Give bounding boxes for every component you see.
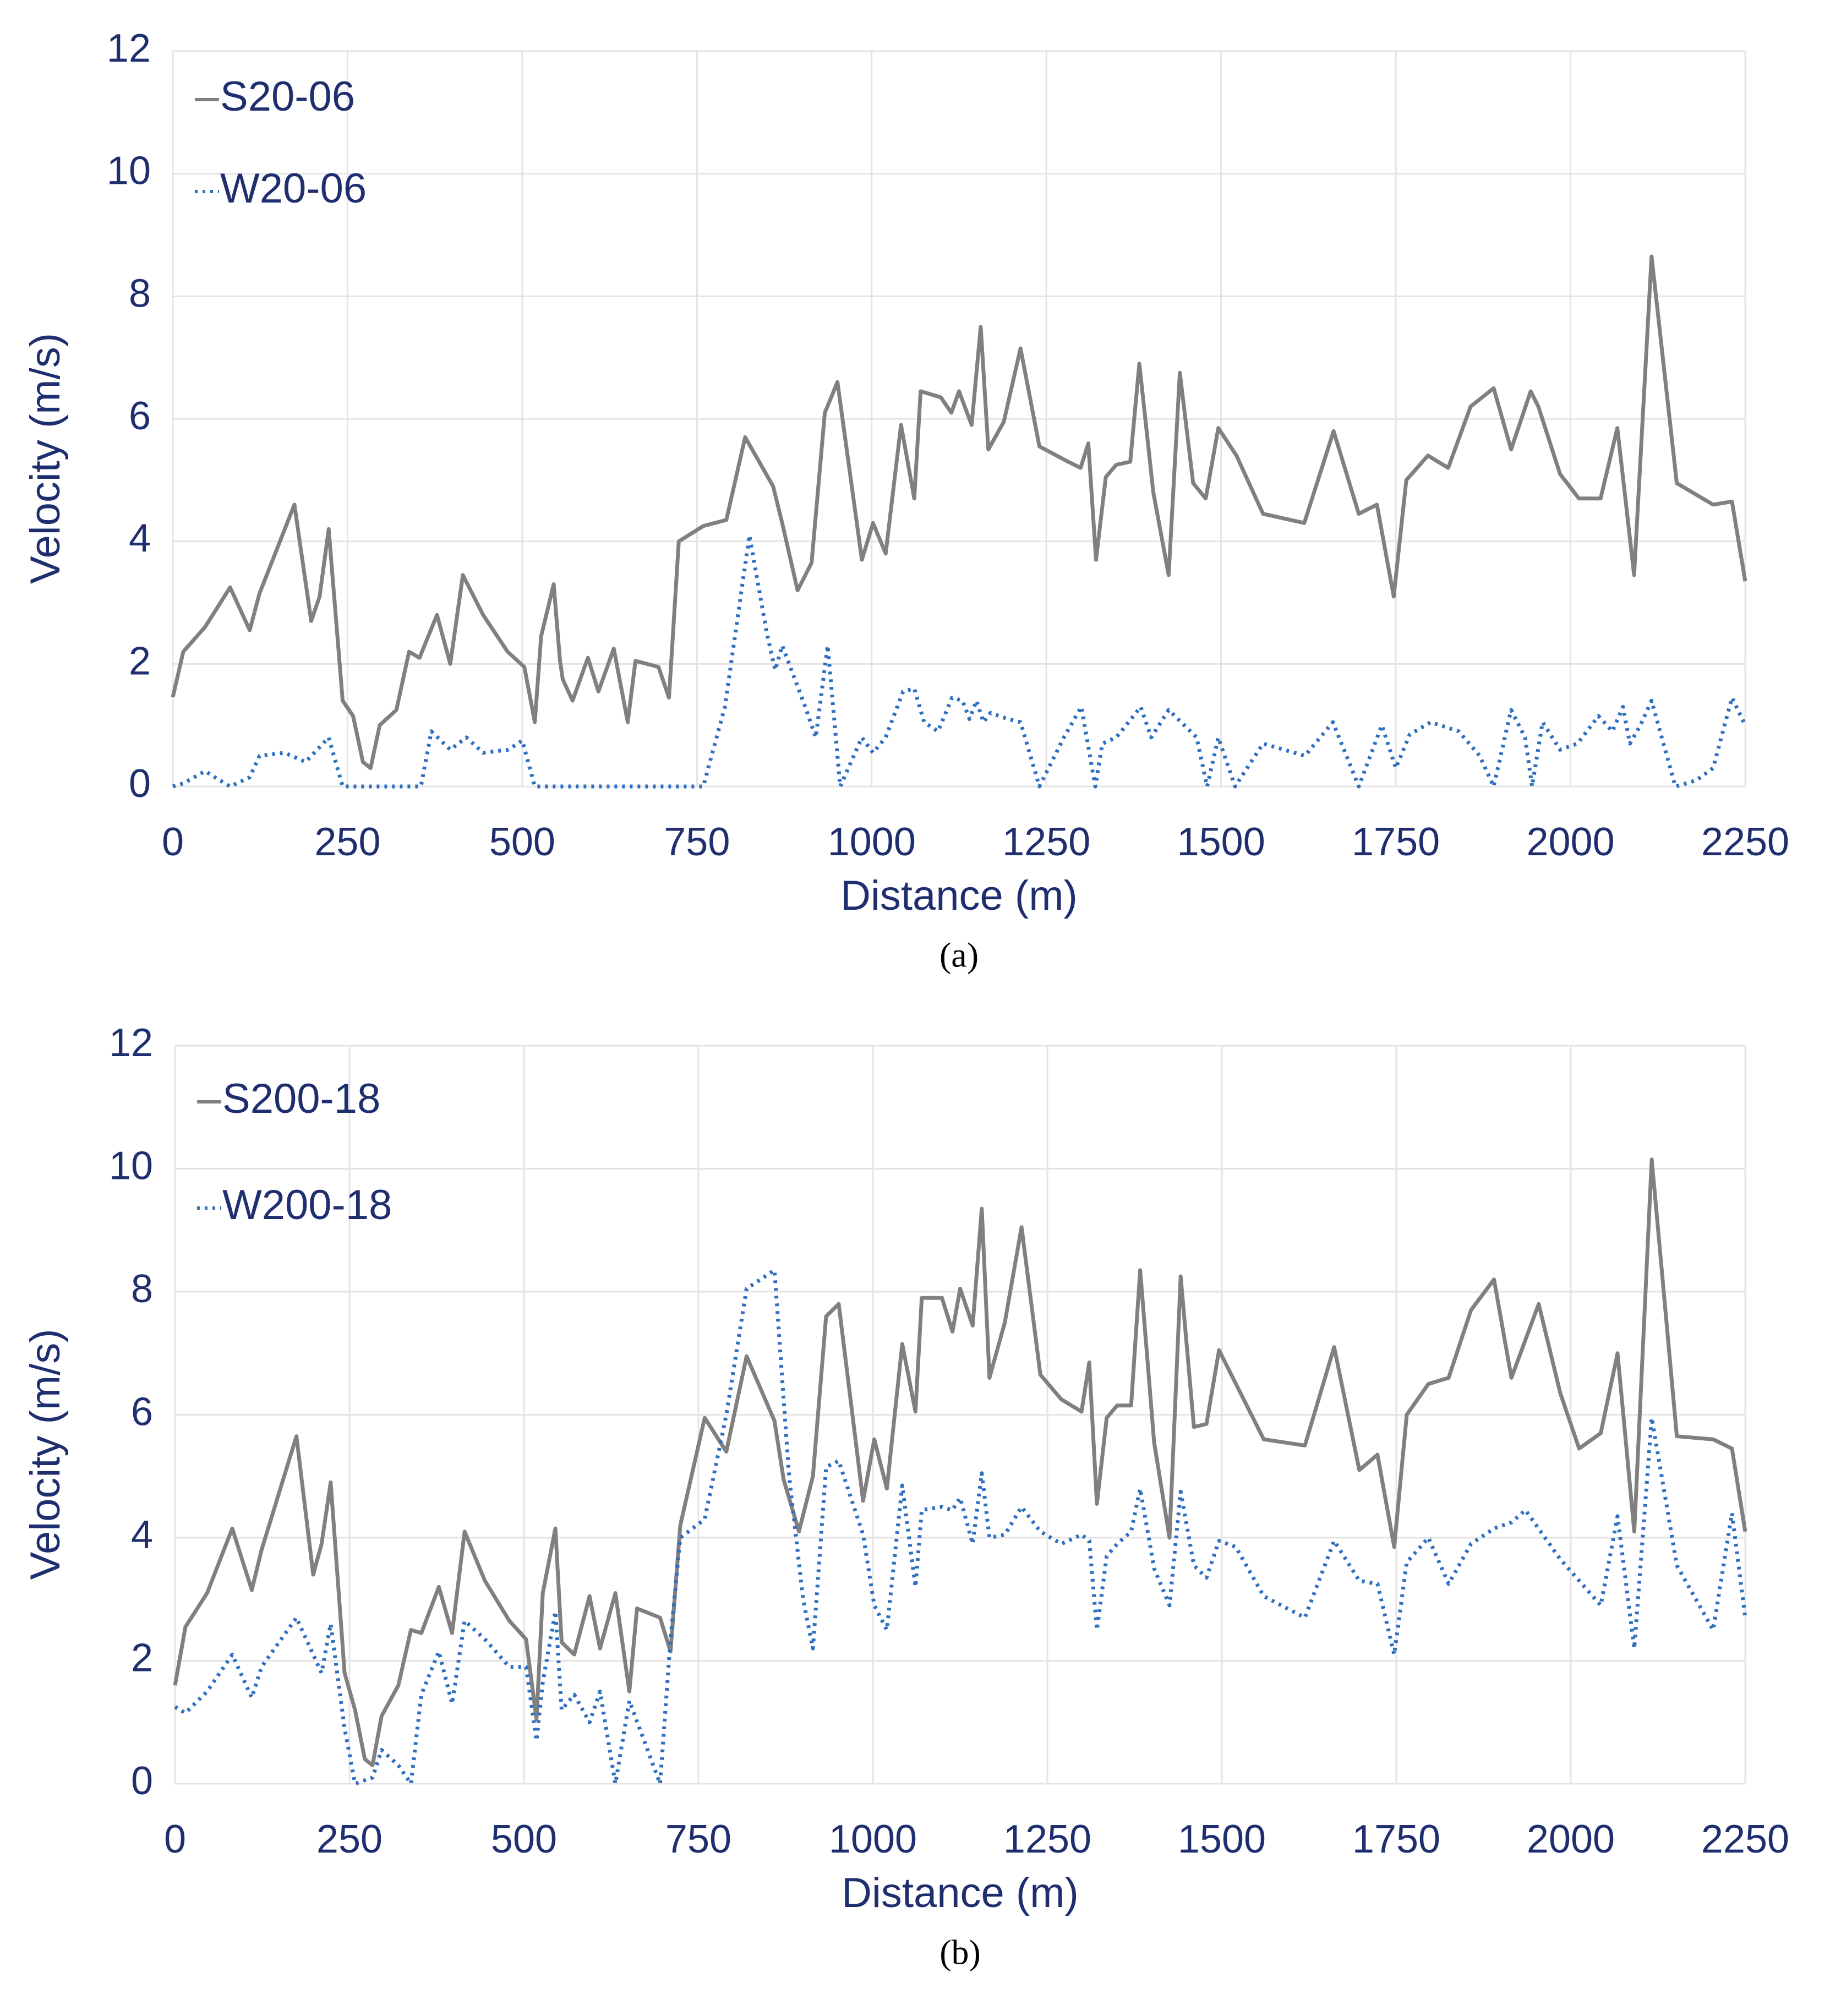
x-tick-label: 1000: [829, 1817, 917, 1861]
y-axis-label: Velocity (m/s): [22, 333, 69, 584]
y-tick-label: 12: [107, 26, 151, 70]
x-tick-label: 500: [491, 1817, 557, 1861]
chart: 0 2 4 6 8 10 12 0 250 500 750 1000 1250 1500 1750 2000 2…: [22, 26, 1789, 975]
y-tick-label: 10: [109, 1144, 153, 1188]
legend-label: W20-06: [220, 165, 367, 212]
x-tick-label: 1750: [1352, 1817, 1440, 1861]
x-tick-label: 1250: [1002, 820, 1090, 864]
x-tick-label: 1250: [1003, 1817, 1091, 1861]
x-tick-label: 1000: [828, 820, 916, 864]
y-tick-label: 10: [107, 149, 151, 193]
legend-label: S20-06: [220, 73, 355, 120]
legend-label: W200-18: [222, 1182, 392, 1228]
series-line: [174, 1268, 1747, 1786]
series-line: [173, 1157, 1747, 1767]
x-tick-label: 0: [162, 820, 184, 864]
x-axis-label: Distance (m): [842, 1870, 1079, 1916]
x-tick-label: 2250: [1701, 1817, 1789, 1861]
y-tick-label: 2: [131, 1636, 153, 1680]
series-line: [171, 254, 1747, 771]
y-tick-label: 6: [129, 394, 151, 438]
series-line: [172, 533, 1747, 789]
x-tick-label: 0: [164, 1817, 186, 1861]
caption: (b): [939, 1933, 981, 1972]
y-tick-label: 6: [131, 1390, 153, 1434]
chart: 0 2 4 6 8 10 12 0 250 500 750 1000 1250 1500 1750 2000 2…: [22, 1021, 1789, 1972]
x-tick-label: 1500: [1177, 820, 1265, 864]
caption: (a): [939, 936, 979, 975]
y-tick-label: 2: [129, 639, 151, 683]
x-tick-label: 750: [664, 820, 730, 864]
legend-label: S200-18: [222, 1075, 380, 1122]
y-axis-label: Velocity (m/s): [22, 1329, 69, 1580]
y-tick-label: 4: [129, 517, 151, 561]
x-tick-label: 1500: [1178, 1817, 1266, 1861]
x-tick-label: 250: [314, 820, 380, 864]
x-tick-label: 2000: [1526, 820, 1614, 864]
x-axis-label: Distance (m): [840, 872, 1078, 919]
y-tick-label: 0: [129, 762, 151, 806]
y-tick-label: 8: [129, 271, 151, 315]
x-tick-label: 2000: [1527, 1817, 1615, 1861]
x-tick-label: 250: [316, 1817, 383, 1861]
y-tick-label: 8: [131, 1267, 153, 1311]
y-tick-label: 12: [109, 1021, 153, 1065]
y-tick-label: 4: [131, 1513, 153, 1557]
x-tick-label: 1750: [1352, 820, 1440, 864]
x-tick-label: 750: [665, 1817, 731, 1861]
y-tick-label: 0: [131, 1759, 153, 1803]
x-tick-label: 500: [489, 820, 555, 864]
x-tick-label: 2250: [1701, 820, 1789, 864]
